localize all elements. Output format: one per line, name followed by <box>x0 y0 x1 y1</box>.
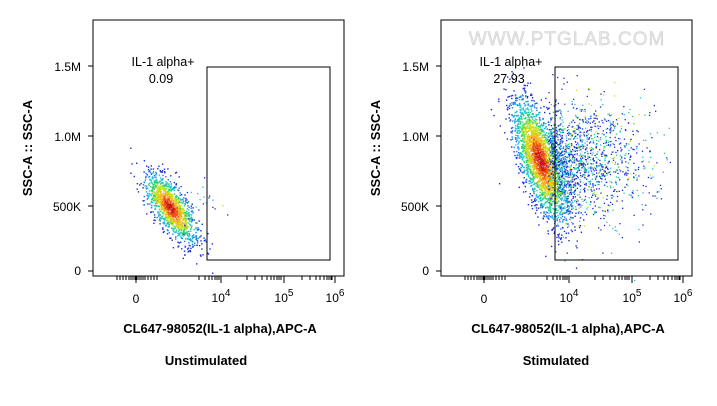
y-tick-marks <box>436 66 441 271</box>
y-tick-label: 0 <box>422 264 429 278</box>
x-tick-label: 104 <box>212 288 231 305</box>
x-tick-zero: 0 <box>133 292 140 306</box>
y-tick-label: 1.0M <box>402 130 429 144</box>
panel-stimulated: IL-1 alpha+ 27.93 0 500K 1.0M 1.5M 0 104… <box>368 20 693 368</box>
x-tick-label: 105 <box>623 288 642 305</box>
x-tick-label: 106 <box>326 288 345 305</box>
x-axis-title: CL647-98052(IL-1 alpha),APC-A <box>471 321 665 336</box>
gate-name: IL-1 alpha+ <box>480 55 543 69</box>
x-tick-label: 104 <box>560 288 579 305</box>
x-tick-zero: 0 <box>481 292 488 306</box>
gate-percent: 0.09 <box>149 72 173 86</box>
y-tick-label: 1.0M <box>54 130 81 144</box>
y-tick-marks <box>88 66 93 271</box>
x-minor-ticks <box>117 276 335 283</box>
x-tick-label: 105 <box>275 288 294 305</box>
gate-percent: 27.93 <box>493 72 524 86</box>
x-minor-ticks <box>465 276 683 283</box>
y-tick-label: 1.5M <box>54 60 81 74</box>
gate-name: IL-1 alpha+ <box>132 55 195 69</box>
y-tick-label: 500K <box>53 200 81 214</box>
x-tick-label: 106 <box>674 288 693 305</box>
panel-caption: Stimulated <box>523 353 590 368</box>
y-tick-label: 500K <box>401 200 429 214</box>
x-axis-title: CL647-98052(IL-1 alpha),APC-A <box>123 321 317 336</box>
y-axis-title: SSC-A :: SSC-A <box>20 99 35 196</box>
panel-unstimulated: IL-1 alpha+ 0.09 0 500K 1.0M 1.5M 0 104 … <box>20 20 345 368</box>
y-tick-label: 1.5M <box>402 60 429 74</box>
panel-caption: Unstimulated <box>165 353 247 368</box>
y-tick-label: 0 <box>74 264 81 278</box>
y-axis-title: SSC-A :: SSC-A <box>368 99 383 196</box>
watermark-text: WWW.PTGLAB.COM <box>469 29 666 50</box>
